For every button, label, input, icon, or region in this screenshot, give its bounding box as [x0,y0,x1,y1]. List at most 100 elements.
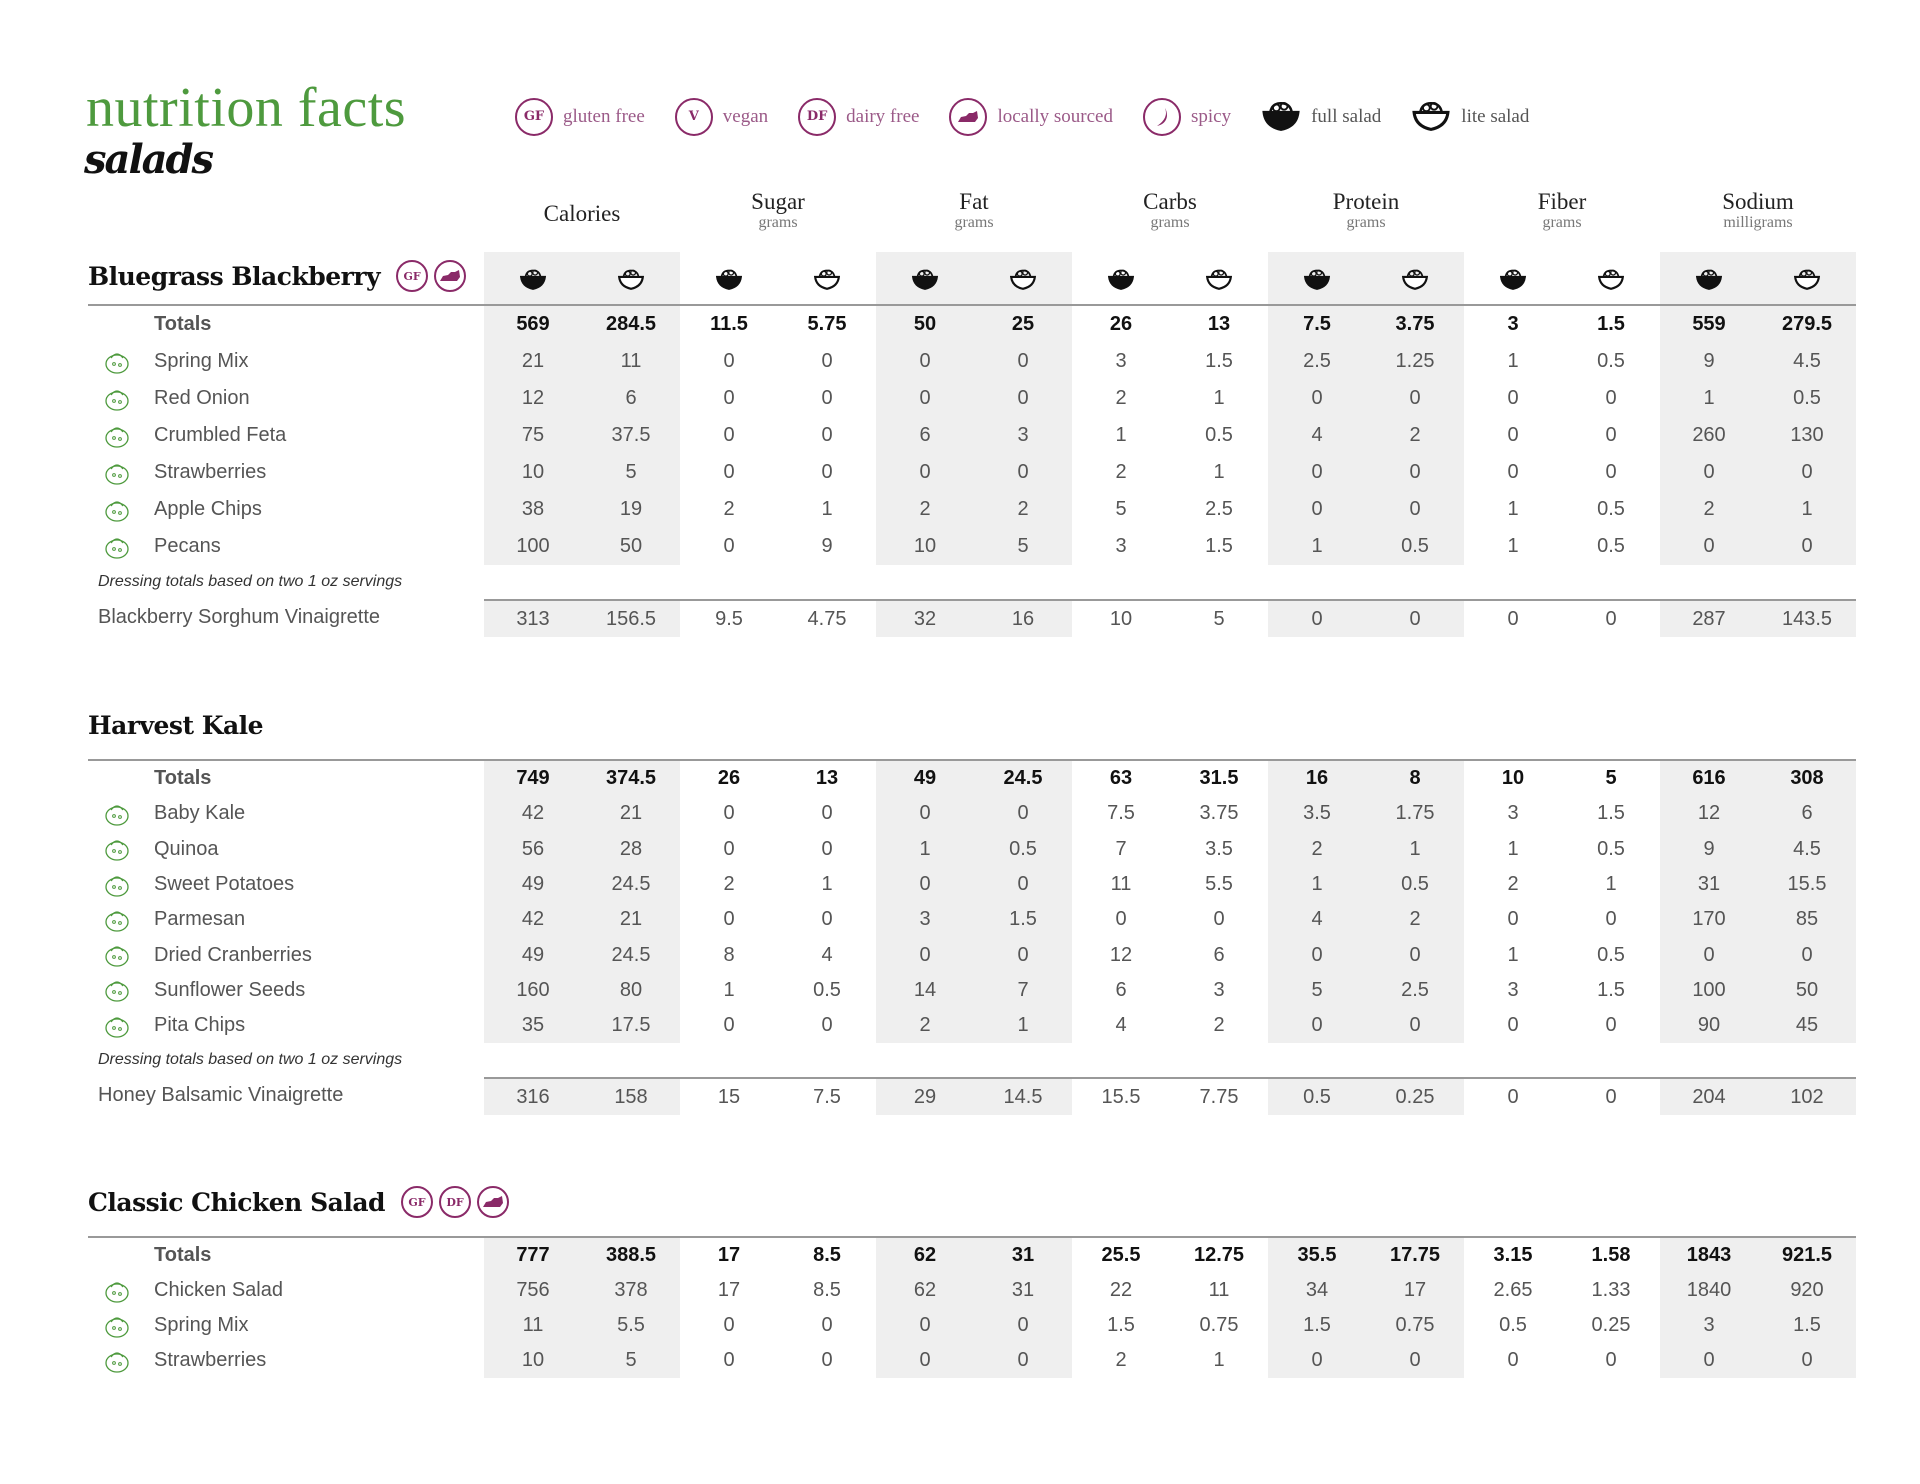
value-cell: 1 [1213,1349,1225,1371]
value-cell: 1 [1758,491,1856,528]
value-cell: 1 [876,831,974,867]
value-cell: 0 [723,802,735,825]
column-unit: grams [1150,214,1190,231]
value-cell: 4 [1115,1014,1127,1037]
value-cell: 10 [876,528,974,565]
value-cell: 0 [1507,908,1519,931]
value-cell: 17.5 [582,1008,680,1044]
ingredient-name: Apple Chips [154,498,262,520]
value-cell: 0 [974,1308,1072,1343]
ingredient-name: Sunflower Seeds [154,978,306,1001]
locally-sourced-badge [949,97,988,136]
value-cell: 0 [974,937,1072,973]
value-cell: 1.5 [1268,1308,1366,1343]
column-name: Carbs [1143,189,1197,214]
row-name: Pita Chips [88,1008,484,1043]
value-cell: 10 [484,1343,582,1378]
value-cell: 1 [1268,866,1366,903]
value-cell: 34 [1268,1273,1366,1308]
value-cell: 0 [1268,1008,1366,1044]
value-cell: 0 [1268,380,1366,417]
value-cell: 9 [821,535,833,557]
value-cell: 49 [484,866,582,903]
value-cell: 7 [1115,837,1127,860]
value-cell: 1840 [1660,1273,1758,1308]
lite-salad-icon [1411,94,1451,139]
value-cell: 9.5 [680,599,778,637]
legend-label: locally sourced [997,105,1113,127]
full-salad-icon [876,252,974,304]
value-cell: 0 [1464,1077,1562,1115]
value-cell: 3.5 [1268,796,1366,832]
value-cell: 616 [1660,759,1758,797]
value-cell: 7 [974,972,1072,1009]
ingredient-name: Baby Kale [154,802,246,825]
value-cell: 0.25 [1366,1077,1464,1116]
value-cell: 0 [723,1349,735,1371]
value-cell: 42 [484,796,582,832]
value-cell: 0.75 [1199,1314,1239,1336]
value-cell: 3.75 [1366,304,1464,343]
section-classic-chicken-salad: Classic Chicken Salad GF DF Totals 777 388.5 1… [88,1180,1856,1378]
locally-sourced-badge [477,1186,509,1218]
value-cell: 14.5 [974,1077,1072,1116]
value-cell: 62 [876,1236,974,1273]
value-cell: 21 [582,796,680,832]
column-header-spacer [88,190,484,232]
legend-item-lite-salad: lite salad [1411,94,1529,139]
value-cell: 8.5 [778,1236,876,1273]
row-name: Strawberries [88,1343,484,1378]
value-cell: 38 [484,491,582,528]
page-subtitle: salads [84,136,214,183]
value-cell: 45 [1758,1008,1856,1044]
column-header-fiber: Fiber grams [1464,190,1660,232]
value-cell: 0 [821,1014,833,1037]
value-cell: 0.5 [974,831,1072,867]
value-cell: 50 [1758,972,1856,1009]
no-icon [100,764,134,794]
value-cell: 50 [582,528,680,565]
value-cell: 2 [1115,461,1127,483]
value-cell: 22 [1109,1279,1133,1301]
value-cell: 0 [821,350,833,372]
value-cell: 313 [484,599,582,637]
value-cell: 2 [1660,491,1758,528]
value-cell: 0 [821,461,833,483]
value-cell: 3 [876,902,974,938]
value-cell: 1.5 [1107,1314,1135,1336]
value-cell: 158 [582,1077,680,1116]
legend-label: vegan [722,105,769,127]
value-cell: 8 [723,943,735,966]
spring-mix-icon [100,1311,134,1341]
value-cell: 0.5 [1597,943,1625,966]
value-cell: 0.5 [1205,424,1233,446]
row-name: Totals [88,759,484,796]
ingredient-name: Strawberries [154,1349,267,1371]
row-name: Totals [88,1236,484,1273]
value-cell: 1 [1366,831,1464,867]
ingredient-name: Pecans [154,535,221,557]
value-cell: 3.75 [1199,802,1239,825]
full-salad-icon [1268,252,1366,304]
value-cell: 569 [484,304,582,343]
row-name: Dried Cranberries [88,937,484,972]
column-header-sodium: Sodium milligrams [1660,190,1856,232]
value-cell: 11.5 [680,304,778,343]
column-unit: grams [1542,214,1582,231]
value-cell: 3 [1507,978,1519,1001]
value-cell: 14 [876,972,974,1009]
value-cell: 1 [1660,380,1758,417]
value-cell: 1.5 [1597,802,1625,825]
column-name: Sodium [1722,189,1794,214]
legend-label: full salad [1311,105,1382,127]
value-cell: 160 [484,972,582,1009]
value-cell: 10 [1464,759,1562,796]
value-cell: 2 [1507,873,1519,896]
value-cell: 2.5 [1366,972,1464,1009]
value-cell: 1.33 [1591,1279,1631,1301]
ingredient-name: Totals [154,1244,212,1266]
value-cell: 0.5 [1268,1077,1366,1116]
legend-item-dairy-free: DF dairy free [798,97,919,136]
value-cell: 29 [876,1077,974,1116]
